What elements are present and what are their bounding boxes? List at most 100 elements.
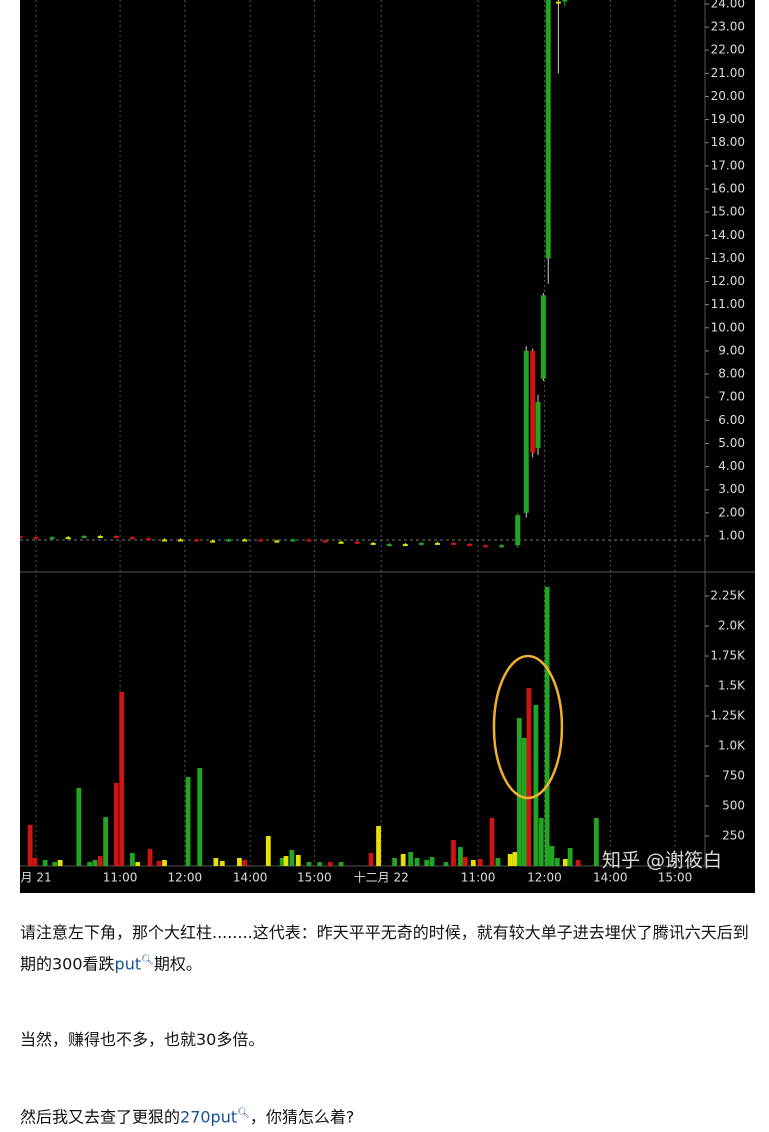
volume-bar bbox=[458, 847, 463, 866]
candle-body bbox=[210, 540, 216, 543]
x-tick-label: 15:00 bbox=[658, 871, 693, 885]
volume-bar bbox=[408, 851, 414, 866]
volume-bar bbox=[538, 818, 544, 866]
y-tick-label: 18.00 bbox=[711, 135, 745, 149]
candle-body bbox=[306, 539, 312, 542]
volume-bar bbox=[575, 860, 581, 866]
x-tick-label: 月 21 bbox=[21, 871, 52, 885]
y-tick-label: 22.00 bbox=[711, 43, 745, 57]
x-tick-label: 14:00 bbox=[593, 871, 628, 885]
y-tick-label: 2.25K bbox=[710, 589, 746, 603]
volume-bar bbox=[477, 859, 483, 866]
volume-bar bbox=[424, 860, 430, 866]
x-tick-label: 12:00 bbox=[527, 871, 562, 885]
y-tick-label: 10.00 bbox=[711, 320, 745, 334]
candle-body bbox=[386, 544, 392, 547]
link[interactable]: put bbox=[114, 954, 142, 974]
price-panel bbox=[20, 0, 568, 548]
volume-bar bbox=[512, 851, 518, 866]
volume-bar bbox=[368, 853, 374, 866]
volume-bar bbox=[283, 856, 289, 866]
candle-body bbox=[523, 350, 529, 513]
volume-bar bbox=[462, 857, 468, 866]
article: 请注意左下角，那个大红柱........这代表：昨天平平无奇的时候，就有较大单子… bbox=[20, 893, 750, 1132]
volume-bar bbox=[338, 862, 344, 866]
candle-body bbox=[540, 295, 546, 379]
candle-body bbox=[49, 537, 55, 540]
volume-bar bbox=[197, 767, 203, 866]
volume-bar bbox=[219, 860, 225, 866]
volume-bar bbox=[533, 704, 539, 866]
text: 然后我又去查了更狠的 bbox=[20, 1107, 181, 1127]
search-icon[interactable]: 🔍︎ bbox=[141, 955, 154, 966]
text: 请注意左下角，那个大红柱........这代表：昨天平平无奇的时候，就有较大单子… bbox=[20, 923, 749, 974]
text: 期权。 bbox=[153, 954, 202, 974]
volume-bar bbox=[414, 857, 420, 866]
candle-body bbox=[161, 539, 167, 542]
candle-body bbox=[418, 542, 424, 545]
volume-bar bbox=[113, 782, 119, 866]
volume-panel bbox=[27, 587, 599, 866]
volume-bar bbox=[147, 848, 153, 866]
x-tick-label: 11:00 bbox=[103, 871, 138, 885]
volume-bar bbox=[470, 860, 476, 866]
candle-body bbox=[338, 541, 344, 544]
y-tick-label: 500 bbox=[722, 799, 745, 813]
volume-bar bbox=[32, 857, 38, 866]
volume-bar bbox=[76, 788, 82, 866]
candle-body bbox=[194, 539, 200, 542]
text: 当然，赚得也不多，也就30多倍。 bbox=[20, 1030, 265, 1050]
volume-bar bbox=[327, 862, 333, 866]
volume-bar bbox=[279, 857, 285, 866]
y-tick-label: 1.0K bbox=[718, 739, 746, 753]
y-tick-label: 9.00 bbox=[718, 343, 745, 357]
volume-bar bbox=[549, 845, 555, 866]
candle-body bbox=[274, 540, 280, 543]
x-tick-label: 十二月 22 bbox=[354, 871, 409, 885]
volume-bar bbox=[87, 862, 92, 866]
volume-bar bbox=[57, 860, 63, 866]
volume-bar bbox=[443, 862, 449, 866]
volume-bar bbox=[27, 824, 33, 866]
y-tick-label: 5.00 bbox=[718, 436, 745, 450]
candle-body bbox=[515, 515, 521, 546]
volume-bar bbox=[392, 857, 398, 866]
candle-body bbox=[450, 542, 456, 545]
volume-bar bbox=[516, 718, 522, 866]
volume-bar bbox=[562, 859, 568, 866]
y-tick-label: 11.00 bbox=[711, 297, 745, 311]
candle-body bbox=[113, 535, 119, 538]
volume-bar bbox=[507, 854, 513, 866]
y-tick-label: 2.0K bbox=[718, 619, 746, 633]
volume-bar bbox=[295, 854, 301, 866]
volume-bar bbox=[376, 826, 381, 866]
candle-body bbox=[535, 401, 541, 449]
volume-bar bbox=[306, 862, 312, 866]
volume-bar bbox=[97, 856, 103, 866]
link[interactable]: 270put bbox=[180, 1107, 238, 1127]
y-tick-label: 21.00 bbox=[711, 66, 745, 80]
y-tick-label: 7.00 bbox=[718, 390, 745, 404]
candle-body bbox=[145, 538, 151, 541]
search-icon[interactable]: 🔍︎ bbox=[237, 1108, 250, 1120]
watermark: 知乎 @谢筱白 bbox=[602, 850, 722, 872]
text: ，你猜怎么着? bbox=[249, 1107, 355, 1127]
candle-body bbox=[20, 535, 23, 538]
axis-labels: 1.00 2.00 3.00 4.00 5.00 6.00 7.00 8.00 9.00 10.0… bbox=[21, 0, 747, 885]
y-tick-label: 4.00 bbox=[718, 459, 745, 473]
candle-body bbox=[562, 0, 568, 2]
volume-bar bbox=[554, 857, 560, 866]
candle-body bbox=[354, 541, 360, 544]
candle-body bbox=[322, 540, 328, 543]
candle-body bbox=[226, 539, 232, 542]
volume-bar bbox=[526, 688, 532, 866]
candle-body bbox=[530, 350, 536, 453]
volume-bar bbox=[593, 818, 599, 866]
volume-bar bbox=[135, 862, 141, 866]
y-tick-label: 13.00 bbox=[711, 251, 745, 265]
volume-bar bbox=[544, 587, 550, 866]
y-tick-label: 17.00 bbox=[711, 158, 745, 172]
volume-bar bbox=[92, 860, 98, 866]
y-tick-label: 1.00 bbox=[718, 528, 745, 542]
